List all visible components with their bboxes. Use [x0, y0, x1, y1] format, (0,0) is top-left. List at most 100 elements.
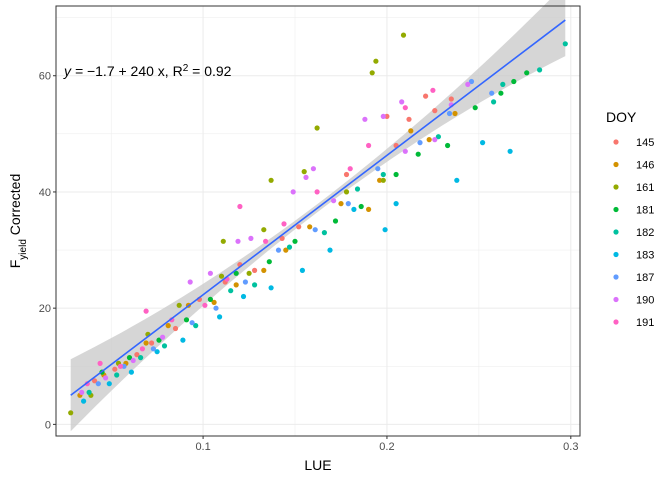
y-axis-title: Fyield Corrected	[7, 174, 29, 269]
data-point-161	[220, 238, 226, 244]
data-point-191	[139, 346, 145, 352]
data-point-182	[562, 41, 568, 47]
data-point-191	[263, 238, 269, 244]
data-point-181	[233, 270, 239, 276]
legend-label-146: 146	[636, 160, 654, 172]
regression-equation: y = −1.7 + 240 x, R2 = 0.92	[63, 63, 232, 80]
legend-key-191	[613, 319, 619, 325]
data-point-145	[423, 93, 429, 99]
data-point-183	[180, 337, 186, 343]
data-point-181	[292, 238, 298, 244]
legend-key-161	[613, 184, 619, 190]
data-point-181	[126, 355, 133, 361]
data-point-183	[240, 293, 247, 300]
data-point-187	[213, 305, 219, 311]
legend-label-187: 187	[636, 272, 654, 284]
data-point-190	[380, 113, 386, 119]
data-point-190	[207, 270, 213, 276]
data-point-181	[472, 105, 478, 111]
data-point-182	[537, 67, 543, 73]
legend-key-190	[613, 296, 619, 303]
eq-sup: 2	[183, 63, 189, 74]
data-point-191	[117, 363, 123, 369]
data-point-182	[286, 244, 293, 250]
legend-key-183	[613, 251, 619, 258]
data-point-145	[172, 325, 179, 332]
eq-prefix: y =	[63, 63, 87, 79]
data-point-146	[408, 128, 414, 134]
data-point-190	[310, 166, 316, 172]
data-point-181	[266, 259, 272, 265]
data-point-183	[327, 247, 333, 253]
data-point-145	[149, 340, 155, 346]
data-point-187	[489, 90, 495, 96]
eq-body: −1.7 + 240 x, R	[87, 63, 183, 79]
data-point-181	[156, 337, 162, 343]
data-point-145	[384, 113, 390, 119]
data-point-161	[68, 410, 74, 416]
confidence-band	[70, 0, 566, 432]
data-point-145	[406, 116, 412, 122]
data-point-191	[97, 360, 103, 366]
data-point-181	[498, 90, 504, 96]
data-point-182	[161, 343, 168, 349]
data-point-146	[261, 267, 267, 273]
data-point-182	[193, 323, 199, 329]
legend-label-191: 191	[636, 317, 654, 329]
data-point-187	[375, 166, 381, 172]
data-point-161	[301, 169, 307, 175]
y-title-sub: yield	[18, 239, 29, 260]
data-point-161	[380, 177, 386, 183]
data-point-146	[338, 201, 344, 207]
data-point-145	[252, 267, 258, 273]
data-point-187	[121, 363, 127, 369]
data-point-190	[130, 357, 136, 364]
legend-items: 145 146 161 181 182 183 187 190 191	[613, 137, 654, 329]
data-point-161	[369, 70, 375, 76]
data-point-190	[331, 198, 337, 204]
data-point-145	[112, 366, 118, 372]
data-point-183	[299, 267, 305, 273]
data-point-145	[343, 171, 350, 178]
data-point-146	[307, 224, 313, 230]
data-point-187	[95, 381, 101, 387]
confidence-ribbon	[70, 0, 566, 432]
plot-panel	[55, 0, 581, 437]
data-point-182	[491, 99, 497, 105]
data-point-181	[524, 70, 530, 76]
data-point-183	[128, 369, 134, 375]
data-point-190	[432, 137, 438, 143]
data-point-190	[465, 81, 471, 87]
data-point-161	[343, 189, 350, 195]
data-point-183	[351, 206, 357, 212]
data-point-191	[402, 105, 408, 111]
data-point-183	[382, 227, 388, 233]
data-point-182	[380, 171, 386, 178]
y-tick-label: 60	[39, 71, 51, 83]
y-tick-label: 0	[45, 419, 51, 431]
data-point-191	[143, 308, 149, 314]
data-point-190	[362, 116, 368, 122]
data-point-190	[248, 235, 254, 241]
legend-label-145: 145	[636, 137, 654, 149]
data-point-145	[296, 224, 302, 230]
y-axis: 0 20 40 60	[39, 71, 56, 431]
data-point-187	[446, 110, 453, 117]
y-title-rest: Corrected	[7, 174, 23, 239]
data-point-191	[347, 166, 353, 172]
data-point-161	[400, 32, 407, 38]
data-point-146	[233, 282, 239, 288]
panel-frame	[55, 5, 581, 437]
legend-label-181: 181	[636, 205, 654, 217]
data-point-191	[430, 87, 436, 93]
data-point-190	[79, 389, 85, 395]
data-point-161	[373, 58, 379, 64]
data-point-182	[435, 134, 441, 140]
x-tick-label: 0.1	[195, 441, 210, 453]
data-point-187	[312, 227, 318, 233]
data-point-187	[417, 140, 423, 146]
y-title-main: F	[7, 260, 23, 269]
data-point-182	[252, 282, 258, 288]
data-point-161	[176, 302, 182, 308]
data-point-181	[332, 218, 339, 224]
